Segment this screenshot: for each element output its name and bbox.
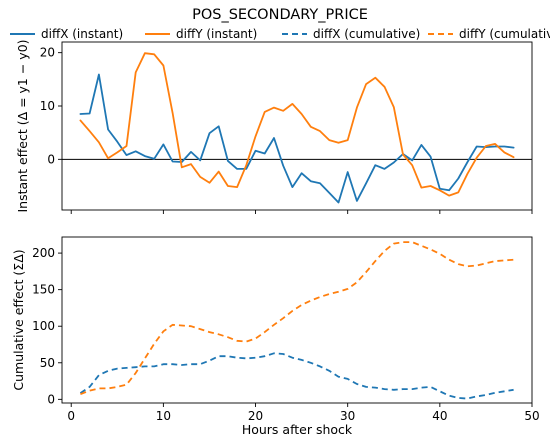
instant-plot-frame (61, 41, 533, 211)
instant-y-tick-label: 10 (40, 99, 55, 113)
series-line-diffy-cumulative (80, 241, 514, 396)
x-tick-label: 10 (156, 409, 171, 423)
legend-label: diffY (cumulative) (459, 27, 550, 41)
x-tick-label: 30 (340, 409, 355, 423)
cumulative-y-tick-label: 150 (32, 283, 55, 297)
legend-label: diffY (instant) (176, 27, 257, 41)
x-axis-label: Hours after shock (242, 422, 353, 437)
legend-label: diffX (cumulative) (313, 27, 420, 41)
legend-label: diffX (instant) (41, 27, 123, 41)
series-line-diffy-instant (79, 52, 515, 197)
x-tick-label: 20 (248, 409, 263, 423)
cumulative-y-tick-label: 100 (32, 319, 55, 333)
x-tick-label: 0 (67, 409, 75, 423)
legend-item: diffY (instant) (145, 27, 257, 41)
series-line-diffx-instant (79, 73, 515, 204)
series-line-diffx-cumulative (79, 352, 514, 400)
legend-item: diffY (cumulative) (428, 27, 550, 41)
legend-item: diffX (cumulative) (282, 27, 420, 41)
cumulative-y-tick-label: 50 (40, 356, 55, 370)
cumulative-y-tick-label: 0 (47, 392, 55, 406)
instant-y-tick-label: 0 (47, 152, 55, 166)
chart-title: POS_SECONDARY_PRICE (192, 7, 368, 23)
instant-y-axis-label: Instant effect (Δ = y1 − y0) (15, 39, 30, 212)
legend: diffX (instant) diffY (instant) diffX (cum… (10, 27, 550, 41)
cumulative-plot-frame (61, 236, 533, 404)
instant-effect-panel: 0 10 20 Instant effect (Δ = y1 − y0) (15, 39, 533, 214)
legend-item: diffX (instant) (10, 27, 123, 41)
x-tick-label: 40 (432, 409, 447, 423)
cumulative-y-tick-label: 200 (32, 246, 55, 260)
instant-y-tick-label: 20 (40, 46, 55, 60)
cumulative-y-axis-label: Cumulative effect (ΣΔ) (11, 249, 26, 390)
x-tick-label: 50 (524, 409, 539, 423)
cumulative-effect-panel: 0 10 20 30 40 50 0 50 100 150 200 Cumulative effec… (11, 236, 540, 423)
